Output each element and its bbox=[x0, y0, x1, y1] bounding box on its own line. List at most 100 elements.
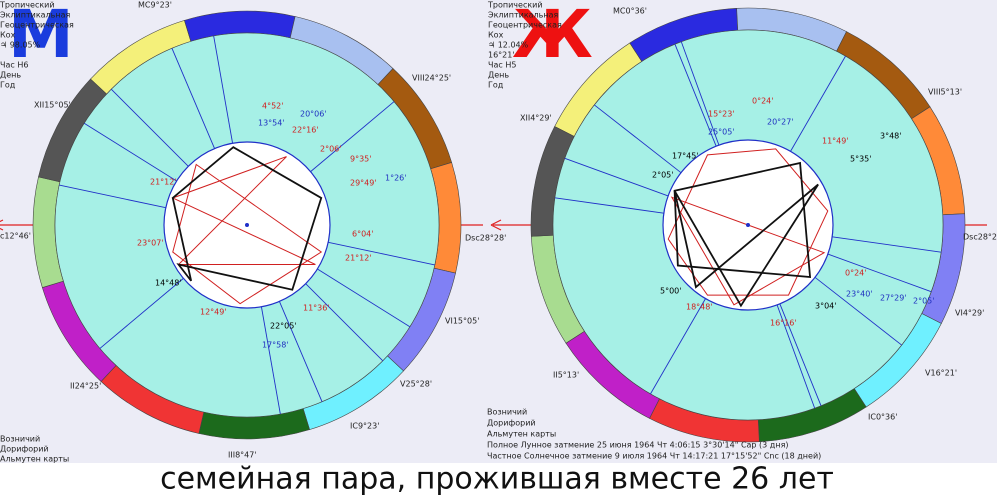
aspect-lines bbox=[171, 146, 323, 291]
cusp-label: XII15°05' bbox=[34, 101, 71, 110]
cusp-label: MC0°36' bbox=[613, 7, 647, 16]
aspect-lines bbox=[171, 156, 316, 265]
planet-degree: 4°52' bbox=[262, 102, 283, 111]
house-cusp bbox=[790, 55, 846, 152]
header-line: ♃ 12.04% bbox=[488, 41, 529, 50]
house-cusp bbox=[328, 241, 435, 266]
cusp-label: Dsc28°28' bbox=[465, 234, 506, 243]
aspect-lines bbox=[667, 148, 829, 296]
planet-degree: 2°05' bbox=[913, 297, 934, 306]
header-line: Эклиптикальная bbox=[488, 11, 559, 20]
house-cusp bbox=[59, 184, 166, 209]
planet-degree: 20°27' bbox=[767, 118, 794, 127]
house-cusp bbox=[317, 268, 411, 328]
planet-degree: 2°06' bbox=[320, 145, 341, 154]
house-cusp bbox=[776, 304, 816, 409]
header-line: Кох bbox=[488, 31, 504, 40]
legend-line: Частное Солнечное затмение 9 июля 1964 Ч… bbox=[487, 452, 821, 461]
chart: ЖТропическийЭклиптикальнаяГеоцентрическа… bbox=[487, 0, 997, 443]
header-line: Час Н6 bbox=[0, 61, 28, 70]
planet-degree: 23°07' bbox=[137, 239, 164, 248]
house-cusp bbox=[171, 48, 215, 149]
house-cusp bbox=[279, 301, 323, 402]
planet-degree: 29°49' bbox=[350, 179, 377, 188]
cusp-label: c12°46' bbox=[0, 232, 31, 241]
header-line: Кох bbox=[0, 31, 16, 40]
cusp-label: VIII24°25' bbox=[412, 74, 451, 83]
planet-degree: 18°48' bbox=[686, 303, 713, 312]
header-line: Год bbox=[0, 81, 16, 90]
house-cusp bbox=[832, 236, 942, 253]
cusp-label: VIII5°13' bbox=[928, 88, 962, 97]
cusp-label: MC9°23' bbox=[138, 1, 172, 10]
planet-degree: 16°16' bbox=[770, 319, 797, 328]
header-line: 16°21' bbox=[488, 51, 515, 60]
aspect-lines bbox=[172, 163, 323, 305]
house-cusp bbox=[827, 253, 932, 293]
house-cusp bbox=[814, 276, 902, 346]
legend-line: Альмутен карты bbox=[0, 455, 69, 464]
axis-arrowhead bbox=[0, 219, 4, 231]
house-cusp bbox=[110, 88, 189, 167]
header-line: День bbox=[0, 71, 21, 80]
chart-symbol: Ж bbox=[512, 0, 593, 73]
planet-degree: 17°45' bbox=[672, 152, 699, 161]
legend-line: Полное Лунное затмение 25 июня 1964 Чт 4… bbox=[487, 441, 789, 450]
house-cusp bbox=[305, 283, 384, 362]
caption-band bbox=[0, 463, 997, 499]
house-cusp bbox=[680, 41, 720, 146]
caption: семейная пара, прожившая вместе 26 лет bbox=[160, 462, 834, 497]
house-cusp bbox=[554, 197, 664, 214]
legend-line: Возничий bbox=[0, 435, 40, 444]
legend-line: Альмутен карты bbox=[487, 430, 556, 439]
planet-degree: 5°00' bbox=[660, 287, 681, 296]
planet-degree: 1°26' bbox=[385, 174, 406, 183]
aspect-lines bbox=[673, 183, 819, 308]
cusp-label: II24°25' bbox=[70, 382, 101, 391]
aspect-lines bbox=[673, 161, 812, 279]
legend-line: Дорифорий bbox=[487, 419, 536, 428]
house-cusp bbox=[83, 122, 177, 182]
house-cusp bbox=[779, 303, 822, 406]
legend-line: Дорифорий bbox=[0, 445, 49, 454]
header-line: Геоцентрическая bbox=[0, 21, 74, 30]
center-dot bbox=[245, 223, 249, 227]
planet-degree: 22°05' bbox=[270, 322, 297, 331]
chart: МТропическийЭклиптикальнаяГеоцентрическа… bbox=[0, 0, 506, 460]
cusp-label: Dsc28°2 bbox=[963, 233, 997, 242]
planet-degree: 3°48' bbox=[880, 132, 901, 141]
cusp-label: II5°13' bbox=[553, 371, 579, 380]
planet-degree: 20°06' bbox=[300, 110, 327, 119]
axis-arrowhead bbox=[490, 219, 502, 231]
header-line: Тропический bbox=[487, 1, 543, 10]
planet-degree: 14°48' bbox=[155, 279, 182, 288]
planet-degree: 22°16' bbox=[292, 126, 319, 135]
center-dot bbox=[746, 223, 750, 227]
house-cusp bbox=[650, 298, 706, 395]
planet-degree: 0°24' bbox=[752, 97, 773, 106]
planet-degree: 6°04' bbox=[352, 230, 373, 239]
planet-degree: 2°05' bbox=[652, 171, 673, 180]
header-line: Эклиптикальная bbox=[0, 11, 71, 20]
planet-degree: 11°49' bbox=[822, 137, 849, 146]
house-cusp bbox=[674, 44, 717, 147]
planet-degree: 27°29' bbox=[880, 294, 907, 303]
cusp-label: VI4°29' bbox=[955, 309, 984, 318]
planet-degree: 21°12' bbox=[150, 178, 177, 187]
header-line: Геоцентрическая bbox=[488, 21, 562, 30]
header-line: ♃ 98.05% bbox=[0, 41, 41, 50]
planet-degree: 13°54' bbox=[258, 119, 285, 128]
cusp-label: XII4°29' bbox=[520, 114, 552, 123]
cusp-label: IC9°23' bbox=[350, 422, 379, 431]
cusp-label: V25°28' bbox=[400, 380, 432, 389]
house-cusp bbox=[99, 278, 184, 349]
header-line: Год bbox=[488, 81, 504, 90]
planet-degree: 3°04' bbox=[815, 302, 836, 311]
planet-degree: 17°58' bbox=[262, 341, 289, 350]
house-cusp bbox=[594, 104, 682, 174]
house-cusp bbox=[310, 101, 395, 172]
cusp-label: IC0°36' bbox=[868, 413, 897, 422]
header-line: День bbox=[488, 71, 509, 80]
chart-symbol: М bbox=[8, 0, 74, 73]
